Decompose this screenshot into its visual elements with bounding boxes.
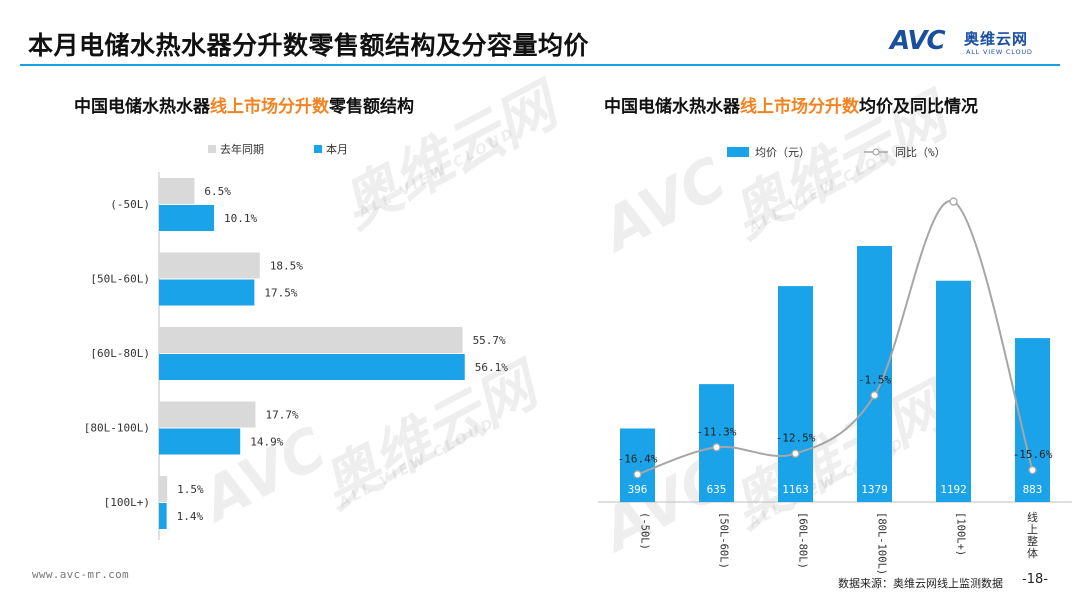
right-category-label: [60L-80L) xyxy=(797,512,809,569)
right-title-post: 均价及同比情况 xyxy=(859,97,978,117)
right-category-label: (-50L) xyxy=(639,512,651,550)
logo-en-text: ALL VIEW CLOUD xyxy=(966,48,1033,56)
left-category-label: [50L-60L) xyxy=(90,273,150,286)
legend-swatch xyxy=(208,145,216,153)
legend-label: 同比（%） xyxy=(895,146,946,159)
left-bar xyxy=(159,428,241,455)
right-title-pre: 中国电储水热水器 xyxy=(604,97,740,117)
left-data-label: 14.9% xyxy=(250,436,283,449)
left-category-label: [80L-100L) xyxy=(84,422,150,435)
right-bar xyxy=(857,246,892,502)
avg-price-combo-chart: 均价（元） 同比（%） 396 635 1163 1379 1192 883 -16.4% -11… xyxy=(598,146,1072,575)
page-title: 本月电储水热水器分升数零售额结构及分容量均价 xyxy=(28,31,590,60)
legend-label: 去年同期 xyxy=(220,142,264,156)
left-data-label: 55.7% xyxy=(473,334,506,347)
legend-swatch xyxy=(314,145,322,153)
yoy-data-label: -1.5% xyxy=(858,373,891,386)
yoy-point xyxy=(870,391,879,400)
right-bar xyxy=(936,280,971,502)
right-bar-value-label: 1192 xyxy=(940,483,967,496)
left-data-label: 17.7% xyxy=(265,409,298,422)
category-char: 上 xyxy=(1027,523,1038,536)
left-category-label: (-50L) xyxy=(110,198,150,211)
yoy-point xyxy=(791,449,800,458)
yoy-data-label: -11.3% xyxy=(697,425,737,438)
right-category-label: [80L-100L) xyxy=(876,512,888,575)
page-number: -18- xyxy=(1022,572,1048,587)
left-chart-title: 中国电储水热水器线上市场分升数零售额结构 xyxy=(74,92,414,117)
right-bar-value-label: 635 xyxy=(707,483,727,496)
legend-swatch xyxy=(727,147,749,157)
category-char: 线 xyxy=(1027,510,1038,524)
left-title-highlight: 线上市场分升数 xyxy=(210,97,329,117)
left-data-label: 56.1% xyxy=(475,361,508,374)
left-data-label: 10.1% xyxy=(224,212,257,225)
left-data-label: 17.5% xyxy=(264,287,297,300)
legend-label: 均价（元） xyxy=(755,146,810,159)
right-title-highlight: 线上市场分升数 xyxy=(740,97,859,117)
right-bar-value-label: 1379 xyxy=(861,483,888,496)
right-bar xyxy=(620,428,655,502)
yoy-point xyxy=(949,197,958,206)
title-divider xyxy=(20,64,1060,66)
yoy-point xyxy=(1028,465,1037,475)
retail-structure-bar-chart: 去年同期 本月 (-50L) 6.5% 10.1% [50L-60L) 18.5% 17.5%… xyxy=(84,142,508,540)
logo-cn-text: 奥维云网 xyxy=(964,30,1029,48)
right-legend: 均价（元） 同比（%） xyxy=(727,146,946,159)
left-data-label: 18.5% xyxy=(270,260,303,273)
legend-label: 本月 xyxy=(326,142,348,156)
left-bar xyxy=(159,503,167,529)
yoy-point xyxy=(712,443,721,452)
left-bar xyxy=(159,178,195,204)
category-char: 整 xyxy=(1027,534,1038,548)
left-title-post: 零售额结构 xyxy=(329,97,414,117)
left-bar xyxy=(159,327,463,353)
left-title-pre: 中国电储水热水器 xyxy=(74,97,210,117)
right-bar-value-label: 883 xyxy=(1023,483,1043,496)
right-bar xyxy=(699,384,734,502)
left-data-label: 6.5% xyxy=(204,185,231,198)
left-bar xyxy=(159,252,260,279)
left-bar xyxy=(159,476,168,502)
yoy-point xyxy=(633,470,642,479)
right-chart-title: 中国电储水热水器线上市场分升数均价及同比情况 xyxy=(604,92,978,117)
left-category-label: [60L-80L) xyxy=(90,347,150,360)
left-category-label: [100L+) xyxy=(104,496,150,509)
right-bar-value-label: 396 xyxy=(628,483,648,496)
yoy-data-label: -16.4% xyxy=(618,452,658,465)
footer-url: www.avc-mr.com xyxy=(32,568,129,581)
left-data-label: 1.5% xyxy=(177,483,204,496)
left-data-label: 1.4% xyxy=(177,510,204,523)
left-legend: 去年同期 本月 xyxy=(208,142,348,156)
legend-marker xyxy=(872,148,880,156)
right-bar-value-label: 1163 xyxy=(782,483,809,496)
left-bar xyxy=(159,279,255,306)
yoy-data-label: -12.5% xyxy=(776,432,816,445)
left-bar xyxy=(159,401,256,428)
right-category-label: [100L+) xyxy=(955,512,967,556)
brand-logo: AVC 奥维云网 ALL VIEW CLOUD xyxy=(890,26,1060,58)
right-category-label: [50L-60L) xyxy=(718,512,730,569)
data-source: 数据来源：奥维云网线上监测数据 xyxy=(838,577,1003,590)
left-bar xyxy=(159,354,465,380)
right-bar xyxy=(778,286,813,502)
left-bar xyxy=(159,205,215,231)
logo-mark: AVC xyxy=(890,26,946,56)
yoy-data-label: -15.6% xyxy=(1013,448,1053,461)
category-char: 体 xyxy=(1027,546,1038,560)
